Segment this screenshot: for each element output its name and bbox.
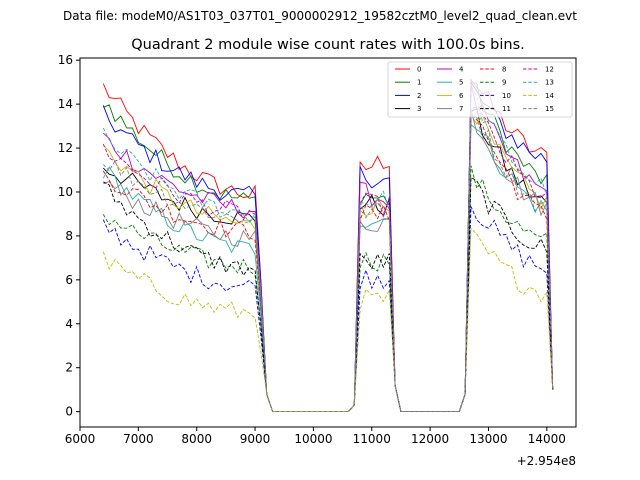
y-tick-label: 10 (58, 185, 73, 199)
x-tick-label: 6000 (65, 432, 96, 446)
series-line-15 (102, 114, 554, 413)
x-tick-label: 10000 (294, 432, 332, 446)
legend-label-6: 6 (459, 92, 464, 100)
legend-label-4: 4 (459, 66, 464, 74)
legend-label-7: 7 (459, 105, 463, 113)
x-tick-label: 13000 (469, 432, 507, 446)
legend-box (387, 61, 573, 118)
legend-label-10: 10 (502, 92, 511, 100)
y-tick-label: 4 (65, 317, 73, 331)
x-tick-label: 9000 (240, 432, 271, 446)
y-tick-label: 8 (65, 229, 73, 243)
y-tick-label: 14 (58, 97, 73, 111)
x-tick-label: 12000 (411, 432, 449, 446)
plot-frame (79, 57, 577, 428)
y-tick-label: 6 (65, 273, 73, 287)
legend-label-15: 15 (545, 105, 554, 113)
legend-label-3: 3 (417, 105, 421, 113)
chart-title: Quadrant 2 module wise count rates with … (131, 37, 525, 53)
legend-label-12: 12 (545, 66, 554, 74)
x-tick-label: 14000 (528, 432, 566, 446)
x-offset-label: +2.954e8 (517, 454, 576, 468)
legend-label-0: 0 (417, 66, 421, 74)
y-tick-label: 0 (65, 405, 73, 419)
legend-label-11: 11 (502, 105, 511, 113)
x-tick-label: 11000 (353, 432, 391, 446)
axis-layer: 6000 7000 8000 9000 10000 11000 12000 13000 1400… (58, 53, 566, 446)
y-tick-label: 12 (58, 141, 73, 155)
x-tick-label: 8000 (181, 432, 212, 446)
legend-label-14: 14 (545, 92, 554, 100)
series-layer (102, 78, 554, 413)
chart-suptitle: Data file: modeM0/AS1T03_037T01_90000029… (63, 9, 577, 23)
legend-label-13: 13 (545, 79, 554, 87)
legend-label-5: 5 (459, 79, 463, 87)
y-tick-label: 2 (65, 361, 73, 375)
x-tick-label: 7000 (123, 432, 154, 446)
legend-label-2: 2 (417, 92, 421, 100)
legend-label-1: 1 (417, 79, 421, 87)
y-tick-label: 16 (58, 53, 73, 67)
series-line-14 (102, 227, 554, 413)
legend-label-9: 9 (502, 79, 506, 87)
legend-label-8: 8 (502, 66, 506, 74)
